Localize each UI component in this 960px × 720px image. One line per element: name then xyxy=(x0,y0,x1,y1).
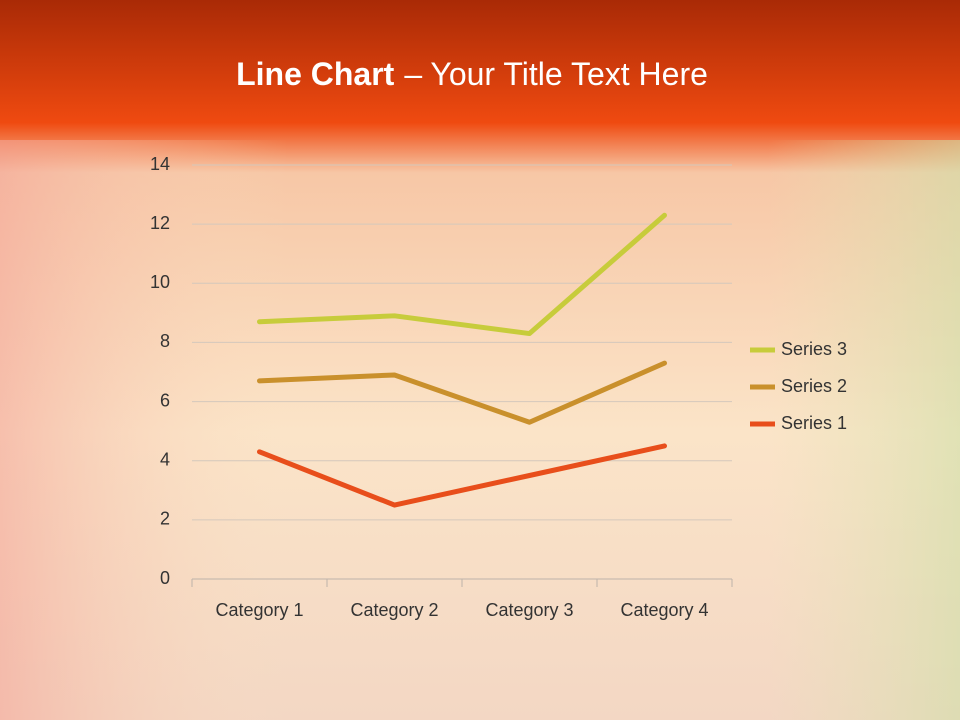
y-tick-label: 14 xyxy=(150,154,170,174)
y-tick-label: 2 xyxy=(160,509,170,529)
background-tint xyxy=(0,140,960,720)
title-bold: Line Chart xyxy=(236,56,395,92)
y-tick-label: 8 xyxy=(160,331,170,351)
legend-label: Series 3 xyxy=(781,339,847,359)
y-tick-label: 10 xyxy=(150,272,170,292)
series-line xyxy=(257,443,667,508)
x-tick-label: Category 4 xyxy=(620,600,708,620)
series-line xyxy=(257,212,667,337)
x-tick-label: Category 3 xyxy=(485,600,573,620)
chart: 0 2 4 6 8 10 12 14 Category 1 Category 2 Category … xyxy=(150,154,847,620)
y-tick-label: 12 xyxy=(150,213,170,233)
y-tick-label: 4 xyxy=(160,449,170,469)
legend-label: Series 2 xyxy=(781,376,847,396)
y-tick-label: 6 xyxy=(160,390,170,410)
x-tick-label: Category 1 xyxy=(215,600,303,620)
title-rest: – Your Title Text Here xyxy=(404,56,708,92)
slide-title: Line Chart – Your Title Text Here xyxy=(236,56,708,92)
y-tick-label: 0 xyxy=(160,568,170,588)
legend-label: Series 1 xyxy=(781,413,847,433)
x-tick-label: Category 2 xyxy=(350,600,438,620)
series-line xyxy=(257,360,667,425)
